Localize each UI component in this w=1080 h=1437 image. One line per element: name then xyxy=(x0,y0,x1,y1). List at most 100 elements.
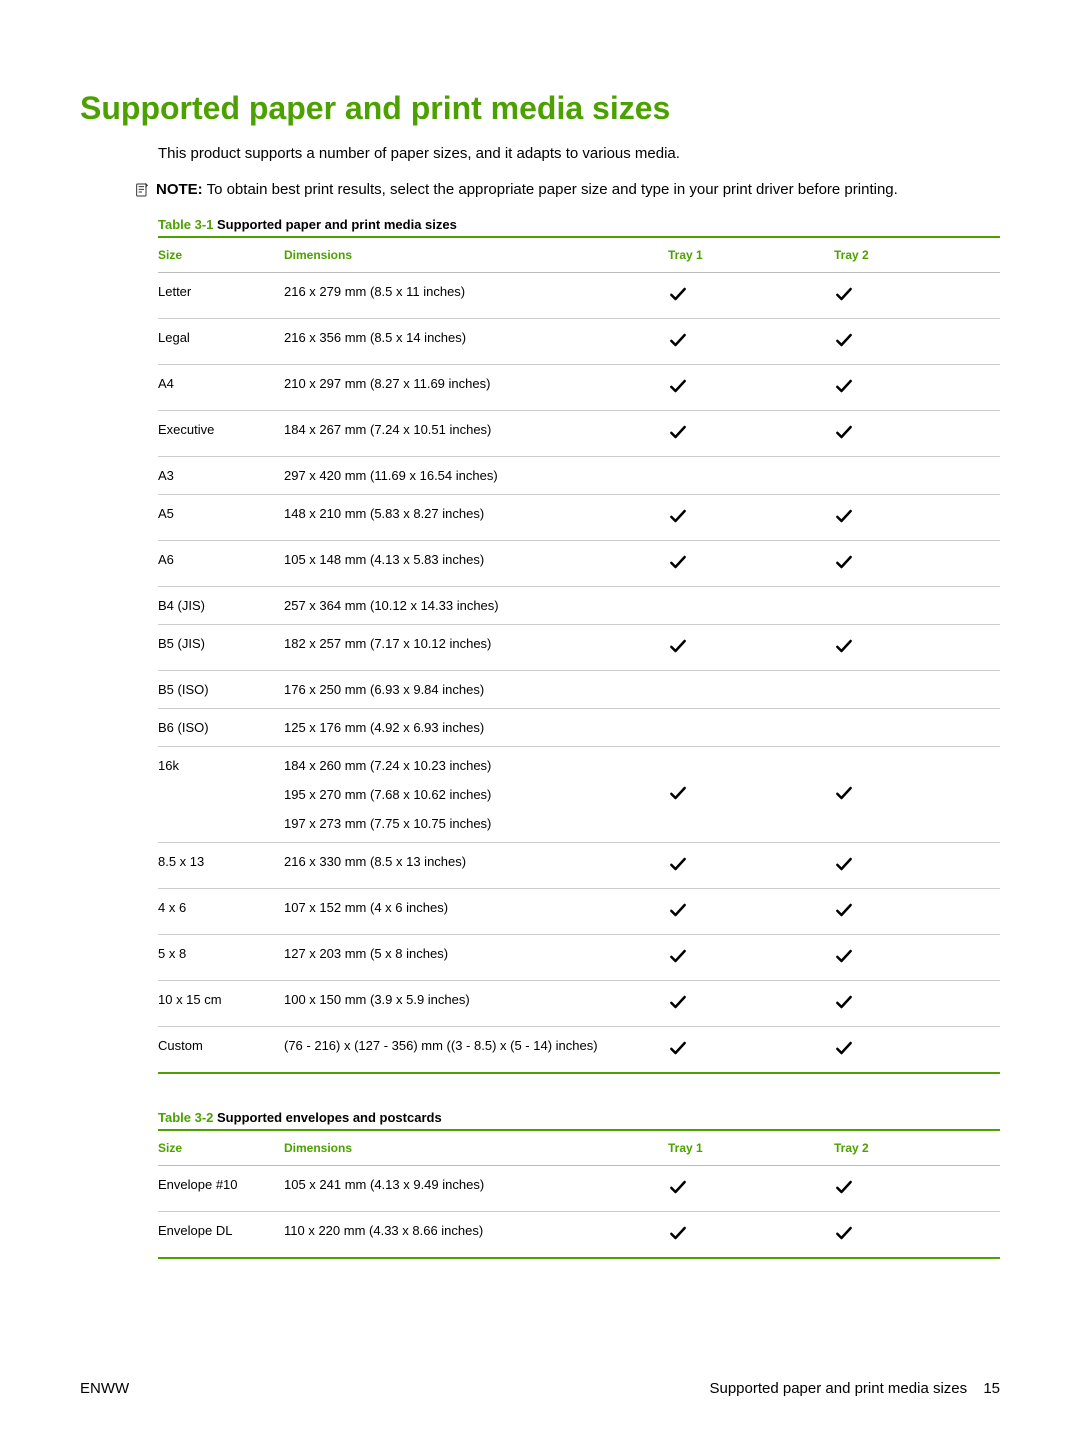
note-label: NOTE: xyxy=(156,181,203,198)
table1-tray1 xyxy=(668,494,834,540)
check-icon xyxy=(834,1231,854,1246)
table1-size: Legal xyxy=(158,318,284,364)
table1-row: A6105 x 148 mm (4.13 x 5.83 inches) xyxy=(158,540,1000,586)
table1-row: B5 (ISO)176 x 250 mm (6.93 x 9.84 inches… xyxy=(158,670,1000,708)
note-icon xyxy=(134,182,150,203)
table1-dim: 125 x 176 mm (4.92 x 6.93 inches) xyxy=(284,708,668,746)
page-title: Supported paper and print media sizes xyxy=(80,90,1000,127)
table2-dim: 105 x 241 mm (4.13 x 9.49 inches) xyxy=(284,1165,668,1211)
table1-row: A3297 x 420 mm (11.69 x 16.54 inches) xyxy=(158,456,1000,494)
table1-size: A6 xyxy=(158,540,284,586)
check-icon xyxy=(834,430,854,445)
table1-dim: 182 x 257 mm (7.17 x 10.12 inches) xyxy=(284,624,668,670)
table1-tray2 xyxy=(834,272,1000,318)
table1-tray2 xyxy=(834,364,1000,410)
check-icon xyxy=(834,1046,854,1061)
check-icon xyxy=(668,430,688,445)
table1-tray2 xyxy=(834,624,1000,670)
table1-dim: (76 - 216) x (127 - 356) mm ((3 - 8.5) x… xyxy=(284,1026,668,1073)
table1-row: Legal216 x 356 mm (8.5 x 14 inches) xyxy=(158,318,1000,364)
table1-dim: 105 x 148 mm (4.13 x 5.83 inches) xyxy=(284,540,668,586)
table1-dim: 216 x 330 mm (8.5 x 13 inches) xyxy=(284,842,668,888)
table1-row: A4210 x 297 mm (8.27 x 11.69 inches) xyxy=(158,364,1000,410)
table1-tray2 xyxy=(834,980,1000,1026)
table1-tray2 xyxy=(834,708,1000,746)
table1-h-t2: Tray 2 xyxy=(834,237,1000,273)
table1-tray2 xyxy=(834,410,1000,456)
table1-caption: Table 3-1 Supported paper and print medi… xyxy=(158,217,1000,232)
table1-tray1 xyxy=(668,624,834,670)
table1-row: B5 (JIS)182 x 257 mm (7.17 x 10.12 inche… xyxy=(158,624,1000,670)
table2-size: Envelope #10 xyxy=(158,1165,284,1211)
table2-tray2 xyxy=(834,1211,1000,1258)
table1-dim: 257 x 364 mm (10.12 x 14.33 inches) xyxy=(284,586,668,624)
check-icon xyxy=(834,560,854,575)
check-icon xyxy=(668,791,688,806)
table1-size: 16k xyxy=(158,746,284,842)
table2-tray1 xyxy=(668,1165,834,1211)
check-icon xyxy=(834,908,854,923)
table1-dim: 127 x 203 mm (5 x 8 inches) xyxy=(284,934,668,980)
table1-tray1 xyxy=(668,586,834,624)
table1-size: Custom xyxy=(158,1026,284,1073)
table1-size: B4 (JIS) xyxy=(158,586,284,624)
table1-dim: 100 x 150 mm (3.9 x 5.9 inches) xyxy=(284,980,668,1026)
check-icon xyxy=(668,1231,688,1246)
table1-tray2 xyxy=(834,842,1000,888)
note-body: To obtain best print results, select the… xyxy=(207,181,898,198)
check-icon xyxy=(834,862,854,877)
table1-size: A3 xyxy=(158,456,284,494)
check-icon xyxy=(834,292,854,307)
table1-size: 4 x 6 xyxy=(158,888,284,934)
table1-tray1 xyxy=(668,410,834,456)
check-icon xyxy=(834,1000,854,1015)
table2-tray2 xyxy=(834,1165,1000,1211)
table2-h-dim: Dimensions xyxy=(284,1130,668,1166)
table1-tray2 xyxy=(834,1026,1000,1073)
table1-size: Executive xyxy=(158,410,284,456)
table1-row: 10 x 15 cm100 x 150 mm (3.9 x 5.9 inches… xyxy=(158,980,1000,1026)
check-icon xyxy=(668,292,688,307)
table1-tray1 xyxy=(668,934,834,980)
table1-dim: 216 x 356 mm (8.5 x 14 inches) xyxy=(284,318,668,364)
check-icon xyxy=(668,1185,688,1200)
table1-dim: 216 x 279 mm (8.5 x 11 inches) xyxy=(284,272,668,318)
table1-tray2 xyxy=(834,540,1000,586)
table1-tray2 xyxy=(834,888,1000,934)
check-icon xyxy=(668,514,688,529)
table2-size: Envelope DL xyxy=(158,1211,284,1258)
check-icon xyxy=(834,1185,854,1200)
table1-tray1 xyxy=(668,670,834,708)
table1-tray2 xyxy=(834,586,1000,624)
table1-tray1 xyxy=(668,980,834,1026)
table1-h-size: Size xyxy=(158,237,284,273)
table1-h-t1: Tray 1 xyxy=(668,237,834,273)
check-icon xyxy=(834,338,854,353)
check-icon xyxy=(834,384,854,399)
table1-row: 5 x 8127 x 203 mm (5 x 8 inches) xyxy=(158,934,1000,980)
check-icon xyxy=(834,514,854,529)
table1-tray1 xyxy=(668,540,834,586)
table1-row: 4 x 6107 x 152 mm (4 x 6 inches) xyxy=(158,888,1000,934)
table1-tray2 xyxy=(834,746,1000,842)
check-icon xyxy=(668,954,688,969)
check-icon xyxy=(668,644,688,659)
table1-tray1 xyxy=(668,708,834,746)
table1-dim: 184 x 267 mm (7.24 x 10.51 inches) xyxy=(284,410,668,456)
table1-tray1 xyxy=(668,272,834,318)
table2-caption-num: Table 3-2 xyxy=(158,1110,213,1125)
note-block: NOTE: To obtain best print results, sele… xyxy=(134,180,1000,203)
table1-tray1 xyxy=(668,364,834,410)
table2-h-size: Size xyxy=(158,1130,284,1166)
table1-h-dim: Dimensions xyxy=(284,237,668,273)
check-icon xyxy=(668,1046,688,1061)
check-icon xyxy=(834,791,854,806)
table1-row: A5148 x 210 mm (5.83 x 8.27 inches) xyxy=(158,494,1000,540)
check-icon xyxy=(668,1000,688,1015)
table2-h-t1: Tray 1 xyxy=(668,1130,834,1166)
table1-tray2 xyxy=(834,456,1000,494)
table2-wrap: Table 3-2 Supported envelopes and postca… xyxy=(158,1110,1000,1259)
table2-caption-title: Supported envelopes and postcards xyxy=(217,1110,442,1125)
table2-caption: Table 3-2 Supported envelopes and postca… xyxy=(158,1110,1000,1125)
table1-dim: 210 x 297 mm (8.27 x 11.69 inches) xyxy=(284,364,668,410)
